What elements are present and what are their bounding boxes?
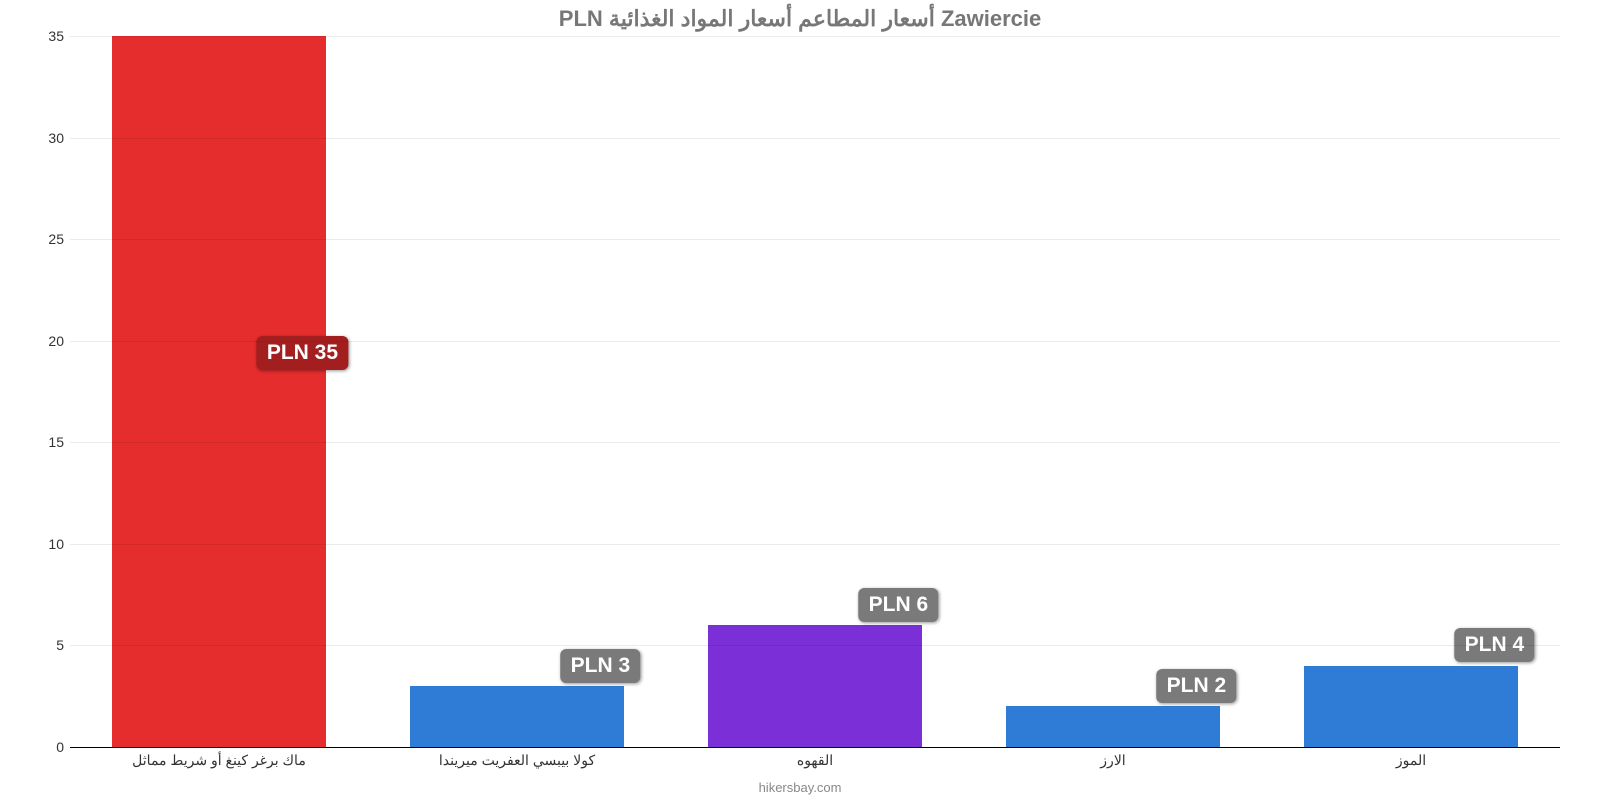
bars-container: PLN 35 PLN 3 PLN 6 PLN 2 PLN 4	[70, 36, 1560, 747]
grid-line	[70, 138, 1560, 139]
grid-line	[70, 442, 1560, 443]
x-axis-labels: ماك برغر كينغ أو شريط مماثل كولا بيبسي ال…	[70, 752, 1560, 772]
bar-slot: PLN 4	[1262, 36, 1560, 747]
x-axis-label: كولا بيبسي العفريت ميريندا	[439, 752, 595, 769]
y-tick-label: 25	[30, 231, 64, 247]
x-axis-label: الموز	[1396, 752, 1426, 769]
bar	[112, 36, 327, 747]
y-tick-label: 15	[30, 434, 64, 450]
chart-title: Zawiercie أسعار المطاعم أسعار المواد الغ…	[0, 6, 1600, 32]
x-axis-label: ماك برغر كينغ أو شريط مماثل	[132, 752, 306, 769]
grid-line	[70, 239, 1560, 240]
x-axis-label: الارز	[1100, 752, 1125, 769]
bar-slot: PLN 3	[368, 36, 666, 747]
grid-line	[70, 341, 1560, 342]
x-axis-label: القهوه	[797, 752, 833, 769]
chart-footer: hikersbay.com	[0, 780, 1600, 795]
bar	[1006, 706, 1221, 747]
value-badge: PLN 6	[859, 588, 939, 622]
value-badge: PLN 2	[1157, 669, 1237, 703]
bar	[1304, 666, 1519, 747]
bar	[410, 686, 625, 747]
y-tick-label: 5	[30, 637, 64, 653]
price-bar-chart: Zawiercie أسعار المطاعم أسعار المواد الغ…	[0, 0, 1600, 800]
grid-line	[70, 36, 1560, 37]
plot-area: PLN 35PLN 3PLN 6PLN 2PLN 4 0510152025303…	[70, 36, 1560, 748]
grid-line	[70, 645, 1560, 646]
bar-slot: PLN 35	[70, 36, 368, 747]
y-tick-label: 20	[30, 333, 64, 349]
y-tick-label: 35	[30, 28, 64, 44]
grid-line	[70, 544, 1560, 545]
bar-slot: PLN 2	[964, 36, 1262, 747]
y-tick-label: 0	[30, 739, 64, 755]
bar-slot: PLN 6	[666, 36, 964, 747]
y-tick-label: 30	[30, 130, 64, 146]
bar	[708, 625, 923, 747]
y-tick-label: 10	[30, 536, 64, 552]
value-badge: PLN 3	[561, 649, 641, 683]
